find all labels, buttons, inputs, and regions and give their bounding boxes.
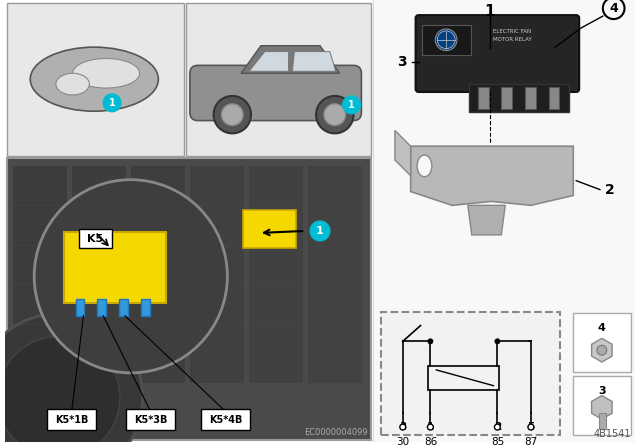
Circle shape xyxy=(324,104,346,125)
FancyBboxPatch shape xyxy=(469,84,570,112)
Text: 85: 85 xyxy=(491,437,504,447)
FancyBboxPatch shape xyxy=(525,87,536,109)
Circle shape xyxy=(435,29,457,51)
Circle shape xyxy=(214,96,251,134)
FancyBboxPatch shape xyxy=(141,299,150,316)
Text: 1: 1 xyxy=(427,422,434,432)
Ellipse shape xyxy=(417,155,432,177)
FancyBboxPatch shape xyxy=(190,65,362,121)
FancyBboxPatch shape xyxy=(186,3,371,156)
Circle shape xyxy=(428,338,433,344)
Text: 86: 86 xyxy=(424,437,437,447)
Circle shape xyxy=(428,424,433,430)
FancyBboxPatch shape xyxy=(72,166,126,383)
Text: 1: 1 xyxy=(316,226,324,236)
Circle shape xyxy=(528,424,534,430)
Text: K5*4B: K5*4B xyxy=(209,415,242,425)
FancyBboxPatch shape xyxy=(373,0,636,442)
Ellipse shape xyxy=(30,47,158,111)
Circle shape xyxy=(0,336,120,448)
FancyBboxPatch shape xyxy=(97,299,106,316)
Polygon shape xyxy=(468,205,505,235)
Text: 3: 3 xyxy=(397,56,406,69)
Polygon shape xyxy=(241,46,340,73)
Text: 2: 2 xyxy=(494,422,501,432)
Circle shape xyxy=(103,94,121,112)
Text: 4B1541: 4B1541 xyxy=(594,429,632,439)
Circle shape xyxy=(400,424,406,430)
Circle shape xyxy=(310,221,330,241)
Text: 5: 5 xyxy=(527,422,534,432)
FancyBboxPatch shape xyxy=(573,313,632,372)
Polygon shape xyxy=(249,52,289,71)
Text: 1: 1 xyxy=(109,98,115,108)
Polygon shape xyxy=(411,146,573,205)
Circle shape xyxy=(342,96,360,114)
FancyBboxPatch shape xyxy=(573,376,632,435)
FancyBboxPatch shape xyxy=(548,87,559,109)
FancyBboxPatch shape xyxy=(243,210,296,248)
Text: 3: 3 xyxy=(399,422,406,432)
FancyBboxPatch shape xyxy=(381,312,561,435)
FancyBboxPatch shape xyxy=(79,229,112,248)
Text: 3: 3 xyxy=(598,386,605,396)
FancyBboxPatch shape xyxy=(126,409,175,430)
Text: 4: 4 xyxy=(598,323,606,332)
FancyBboxPatch shape xyxy=(76,299,84,316)
Text: K5*3B: K5*3B xyxy=(134,415,167,425)
Circle shape xyxy=(495,424,500,430)
Text: MOTOR RELAY: MOTOR RELAY xyxy=(493,37,532,42)
Circle shape xyxy=(34,180,227,373)
Text: 1: 1 xyxy=(484,4,495,19)
Circle shape xyxy=(221,104,243,125)
Text: K5: K5 xyxy=(87,234,104,244)
Circle shape xyxy=(495,338,500,344)
Circle shape xyxy=(0,314,143,448)
Text: 30: 30 xyxy=(396,437,410,447)
Ellipse shape xyxy=(56,73,90,95)
FancyBboxPatch shape xyxy=(477,87,488,109)
FancyBboxPatch shape xyxy=(6,158,371,440)
Text: ELECTRIC FAN: ELECTRIC FAN xyxy=(493,30,531,34)
FancyBboxPatch shape xyxy=(131,166,185,383)
FancyBboxPatch shape xyxy=(415,15,579,92)
FancyBboxPatch shape xyxy=(47,409,96,430)
Polygon shape xyxy=(292,52,336,71)
FancyBboxPatch shape xyxy=(64,232,166,303)
FancyBboxPatch shape xyxy=(119,299,128,316)
Text: 87: 87 xyxy=(524,437,538,447)
FancyBboxPatch shape xyxy=(422,25,471,55)
Circle shape xyxy=(597,345,607,355)
Circle shape xyxy=(316,96,353,134)
FancyBboxPatch shape xyxy=(308,166,362,383)
Text: 4: 4 xyxy=(609,2,618,15)
FancyBboxPatch shape xyxy=(6,3,184,156)
FancyBboxPatch shape xyxy=(249,166,303,383)
FancyBboxPatch shape xyxy=(190,166,244,383)
FancyBboxPatch shape xyxy=(501,87,512,109)
Text: 2: 2 xyxy=(605,182,614,197)
Polygon shape xyxy=(395,130,411,176)
FancyBboxPatch shape xyxy=(13,166,67,383)
Text: 1: 1 xyxy=(348,100,355,110)
FancyBboxPatch shape xyxy=(599,413,606,429)
Text: K5*1B: K5*1B xyxy=(55,415,88,425)
Text: EC0000004099: EC0000004099 xyxy=(303,428,367,437)
FancyBboxPatch shape xyxy=(201,409,250,430)
Ellipse shape xyxy=(72,59,140,88)
